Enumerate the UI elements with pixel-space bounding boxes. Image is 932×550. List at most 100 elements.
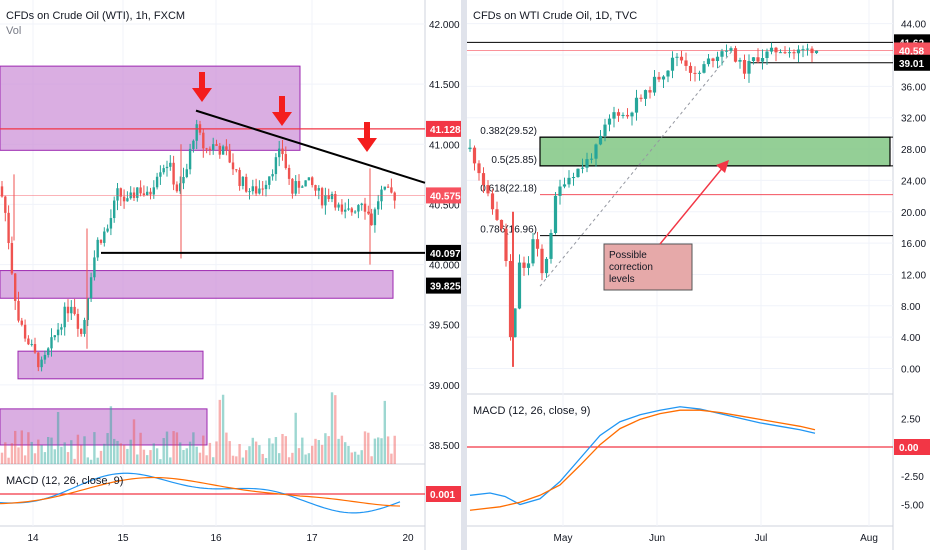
right-candle [562, 184, 567, 187]
left-candle [96, 239, 99, 258]
left-volume-bar [126, 448, 129, 464]
left-volume-bar [53, 449, 56, 464]
left-volume-bar [80, 445, 83, 464]
left-volume-bar [347, 445, 350, 464]
left-candle [76, 313, 80, 329]
right-candle [787, 52, 792, 54]
right-macd-line [469, 406, 816, 506]
left-volume-bar [73, 458, 76, 464]
left-candle [347, 208, 350, 210]
left-candle [357, 205, 360, 212]
left-volume-bar [367, 432, 370, 464]
left-volume-bar [238, 444, 241, 464]
left-candle [159, 172, 162, 177]
right-candle [814, 50, 819, 54]
right-candle [711, 58, 715, 62]
right-candle [567, 177, 571, 185]
right-candle [499, 219, 504, 229]
left-candle [373, 209, 377, 226]
left-price-badge [426, 277, 462, 294]
left-candle [307, 177, 311, 181]
left-volume-bar [228, 441, 231, 464]
right-y-tick: 12.00 [901, 270, 926, 281]
right-y-tick: 4.00 [901, 333, 921, 344]
right-candle [652, 76, 657, 93]
left-candle [317, 188, 320, 191]
left-candle [367, 211, 370, 214]
right-candle [661, 76, 666, 80]
left-volume-bar [103, 443, 106, 464]
left-volume-bar [162, 438, 165, 464]
left-volume-bar [311, 445, 314, 464]
left-volume-bar [47, 437, 50, 464]
left-volume-bar [268, 438, 271, 464]
left-volume-bar [317, 440, 320, 464]
right-candle [558, 186, 562, 196]
left-volume-bar [264, 457, 268, 464]
left-candle [17, 300, 20, 321]
right-candle [468, 147, 472, 150]
right-candle [792, 52, 796, 54]
left-zone [0, 270, 394, 299]
left-candle [231, 162, 235, 170]
right-macd-tick: -5.00 [901, 501, 924, 512]
left-candle [294, 181, 297, 194]
left-lines [0, 109, 426, 254]
left-volume-bar [0, 452, 4, 464]
left-volume-bar [281, 433, 284, 464]
left-candle [103, 231, 106, 243]
left-volume-bar [360, 450, 363, 464]
left-candle [80, 328, 83, 334]
right-candle [576, 168, 580, 178]
right-annotation-arrowhead [716, 160, 729, 173]
left-volume-bar [301, 437, 304, 464]
left-macd-label: MACD (12, 26, close, 9) [6, 475, 123, 487]
left-volume-bar [165, 431, 169, 464]
right-candle [621, 114, 625, 116]
left-chart-title: CFDs on Crude Oil (WTI), 1h, FXCM [6, 10, 185, 22]
right-price-badge [894, 42, 930, 59]
left-candle [182, 176, 185, 184]
left-candle [14, 273, 17, 301]
left-y-tick: 38.500 [429, 441, 460, 452]
left-candle [297, 181, 301, 188]
left-candle [195, 124, 198, 141]
left-volume-bar [20, 430, 23, 464]
left-candle [337, 204, 340, 208]
left-volume-bar [241, 457, 245, 464]
left-volume-bar [179, 442, 182, 464]
right-chart-panel: 0.382(29.52) 0.5(25.85) 0.618(22.18) 0.786(… [467, 0, 930, 550]
left-volume-bar [43, 452, 47, 464]
left-volume-bar [37, 439, 40, 464]
right-candle [724, 50, 729, 52]
right-candle [805, 48, 810, 50]
left-volume-bar [4, 442, 7, 464]
left-volume-bar [344, 442, 347, 464]
left-candle [215, 144, 218, 146]
right-candle [495, 209, 499, 220]
left-chart-panel: 42.000 41.500 41.000 40.500 40.000 39.500 39.0… [0, 0, 462, 550]
right-candle [733, 48, 738, 62]
left-candle [212, 144, 215, 151]
left-volume-bar [33, 453, 37, 464]
left-candle [311, 177, 314, 186]
right-y-tick: 44.00 [901, 20, 926, 31]
left-candle [30, 344, 33, 346]
left-volume-bars [0, 392, 396, 464]
left-volume-bar [113, 438, 116, 464]
left-candle [73, 306, 76, 314]
left-signal-line [0, 476, 401, 507]
right-candle [796, 49, 801, 54]
left-candle [179, 183, 182, 192]
left-candle [278, 148, 281, 158]
left-zone [0, 408, 208, 446]
left-volume-bar [254, 441, 258, 464]
left-volume-bar [373, 438, 377, 464]
left-volume-bar [7, 457, 10, 464]
left-candle [251, 186, 254, 192]
left-volume-bar [109, 406, 113, 464]
right-candle [481, 173, 486, 186]
left-candles [0, 119, 396, 372]
left-candle [165, 166, 169, 169]
